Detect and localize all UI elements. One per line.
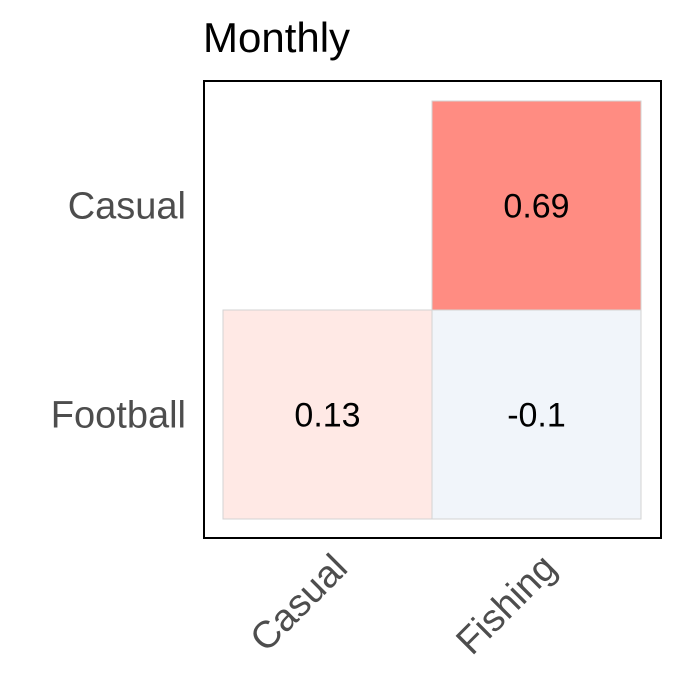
cell-value-label: 0.69 [503,188,569,226]
heatmap-cell [222,309,433,520]
plot-panel-border [203,80,662,539]
x-axis-tick-labels: Casual Fishing [243,547,565,663]
y-tick-label: Casual [68,186,186,228]
x-tick-label: Fishing [449,547,565,663]
y-tick-label: Football [51,395,186,437]
heatmap-cell [431,100,642,311]
heatmap-cells: 0.69 0.13 -0.1 [222,100,642,520]
cell-value-label: -0.1 [507,397,566,435]
cell-value-label: 0.13 [294,397,360,435]
y-axis-tick-labels: Casual Football [51,186,186,437]
x-tick-label: Casual [243,547,356,660]
chart-title: Monthly [203,14,350,61]
heatmap-cell [431,309,642,520]
